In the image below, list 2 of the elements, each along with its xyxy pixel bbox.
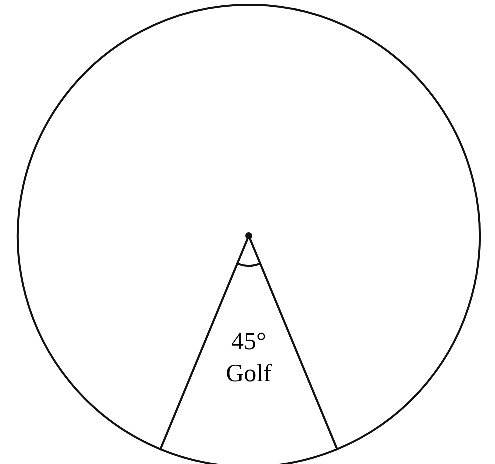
slice-label: Golf (226, 360, 273, 388)
data-label: 45° (232, 328, 266, 356)
